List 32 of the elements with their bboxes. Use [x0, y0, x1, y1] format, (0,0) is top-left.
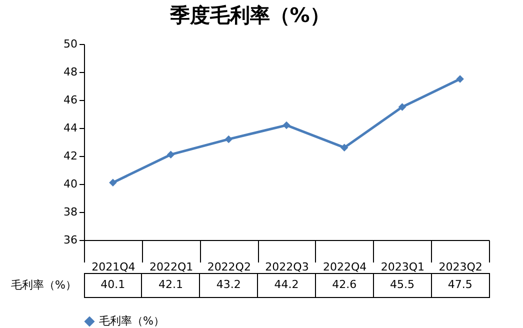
- y-tick-label: 44: [64, 122, 78, 134]
- data-label: 40.1: [100, 278, 126, 291]
- data-label: 44.2: [274, 278, 299, 291]
- y-tick-label: 42: [64, 150, 78, 162]
- y-tick-label: 38: [64, 206, 78, 218]
- y-tick-label: 36: [64, 234, 78, 246]
- x-tick-label: 2021Q4: [92, 260, 136, 274]
- y-tick-label: 48: [64, 66, 78, 78]
- y-tick-label: 40: [64, 178, 78, 190]
- data-label: 42.6: [332, 278, 357, 291]
- chart-title: 季度毛利率（%）: [168, 3, 330, 27]
- y-tick-label: 46: [64, 94, 78, 106]
- legend-label: 毛利率（%）: [99, 314, 164, 328]
- data-label: 43.2: [216, 278, 241, 291]
- point: [224, 135, 233, 144]
- data-label: 42.1: [158, 278, 184, 291]
- point: [398, 103, 406, 111]
- point: [282, 121, 290, 130]
- point: [109, 178, 117, 186]
- x-tick-label: 2022Q1: [149, 260, 194, 274]
- x-tick-label: 2022Q2: [207, 260, 251, 274]
- x-tick-label: 2023Q2: [438, 260, 482, 274]
- x-tick-label: 2022Q3: [265, 260, 309, 274]
- data-label: 47.5: [448, 278, 472, 291]
- y-tick-label: 50: [64, 38, 78, 50]
- point: [340, 144, 348, 152]
- point: [166, 150, 175, 158]
- x-tick-label: 2022Q4: [323, 260, 367, 274]
- x-tick-label: 2023Q1: [380, 260, 425, 274]
- data-label: 45.5: [390, 278, 414, 291]
- text: 毛利率（%）: [11, 278, 76, 292]
- point: [456, 75, 464, 83]
